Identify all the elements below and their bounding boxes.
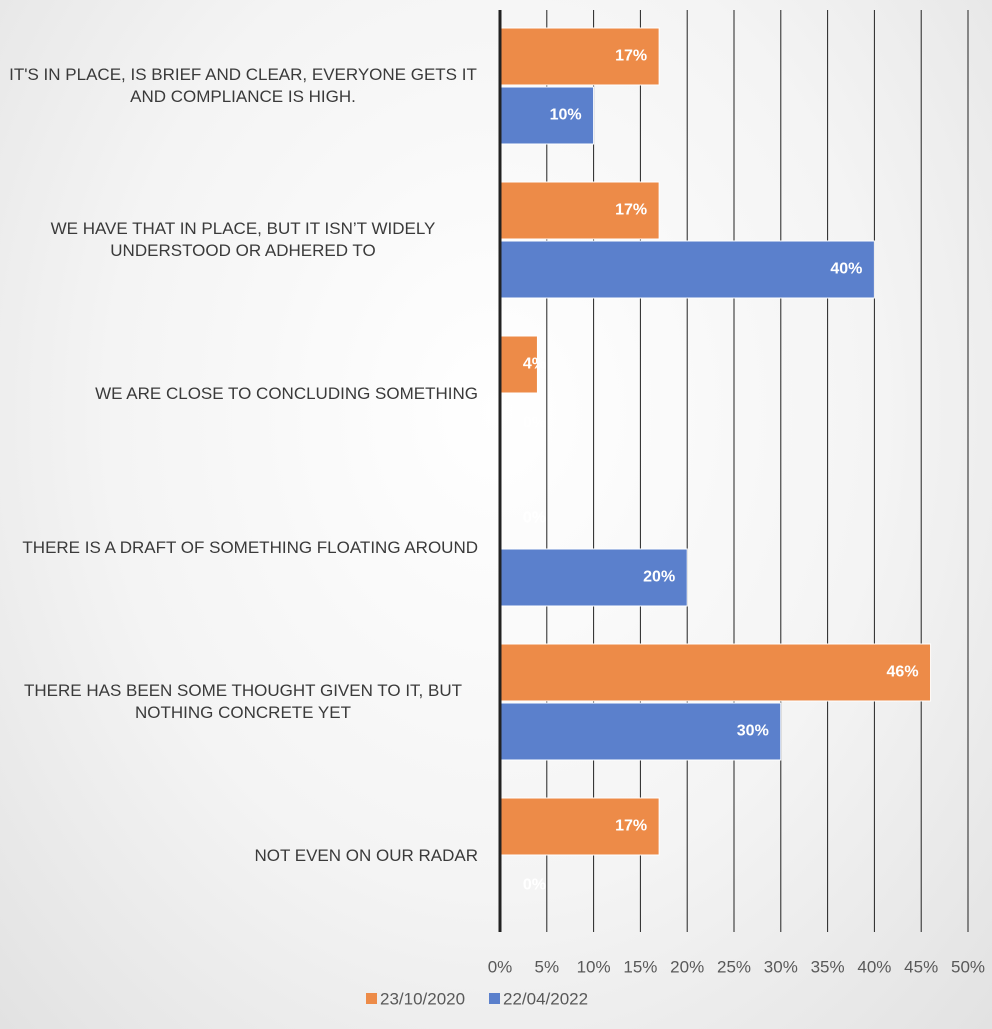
- value-label: 30%: [737, 723, 769, 740]
- category-label-box: WE ARE CLOSE TO CONCLUDING SOMETHING: [0, 354, 478, 434]
- bar: [499, 643, 932, 702]
- x-tick-label: 25%: [717, 957, 751, 976]
- bar: [499, 548, 688, 607]
- value-label: 46%: [887, 664, 919, 681]
- x-tick-label: 20%: [670, 957, 704, 976]
- category-label: WE HAVE THAT IN PLACE, BUT IT ISN’T WIDE…: [50, 219, 436, 260]
- category-label: WE ARE CLOSE TO CONCLUDING SOMETHING: [95, 384, 478, 403]
- value-label: 17%: [615, 48, 647, 65]
- legend-label: 22/04/2022: [503, 989, 588, 1008]
- x-tick-label: 10%: [577, 957, 611, 976]
- value-label: 40%: [830, 261, 862, 278]
- value-label: 20%: [643, 569, 675, 586]
- x-tick-label: 50%: [951, 957, 985, 976]
- category-label-box: NOT EVEN ON OUR RADAR: [0, 816, 478, 896]
- category-label: IT'S IN PLACE, IS BRIEF AND CLEAR, EVERY…: [9, 65, 477, 106]
- bar: [499, 86, 595, 145]
- x-tick-label: 30%: [764, 957, 798, 976]
- value-label: 0%: [523, 877, 546, 894]
- value-label: 4%: [523, 356, 546, 373]
- bar: [499, 240, 875, 299]
- bar: [499, 797, 660, 856]
- value-label: 17%: [615, 202, 647, 219]
- value-label: 0%: [523, 415, 546, 432]
- category-label-box: IT'S IN PLACE, IS BRIEF AND CLEAR, EVERY…: [0, 46, 478, 126]
- x-tick-label: 5%: [535, 957, 560, 976]
- category-label: THERE HAS BEEN SOME THOUGHT GIVEN TO IT,…: [24, 681, 462, 722]
- x-tick-label: 35%: [811, 957, 845, 976]
- category-label: THERE IS A DRAFT OF SOMETHING FLOATING A…: [22, 538, 478, 557]
- legend-label: 23/10/2020: [380, 989, 465, 1008]
- category-label-box: THERE IS A DRAFT OF SOMETHING FLOATING A…: [0, 508, 478, 588]
- legend-swatch: [366, 993, 377, 1004]
- value-label: 0%: [523, 510, 546, 527]
- value-label: 17%: [615, 818, 647, 835]
- category-label-box: THERE HAS BEEN SOME THOUGHT GIVEN TO IT,…: [0, 662, 478, 742]
- x-tick-label: 45%: [904, 957, 938, 976]
- value-label: 10%: [550, 107, 582, 124]
- category-label-box: WE HAVE THAT IN PLACE, BUT IT ISN’T WIDE…: [0, 200, 478, 280]
- legend-swatch: [489, 993, 500, 1004]
- bar: [499, 181, 660, 240]
- x-tick-label: 40%: [857, 957, 891, 976]
- bar: [499, 27, 660, 86]
- x-tick-label: 15%: [623, 957, 657, 976]
- bar: [499, 335, 538, 394]
- x-tick-label: 0%: [488, 957, 513, 976]
- category-label: NOT EVEN ON OUR RADAR: [254, 846, 478, 865]
